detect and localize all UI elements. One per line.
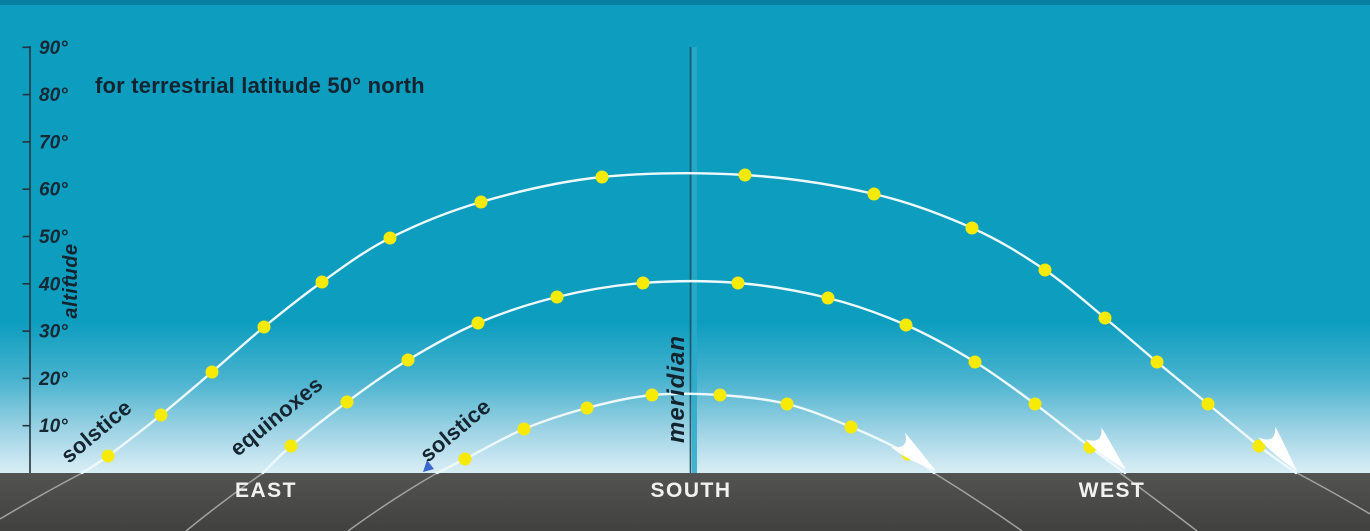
below-horizon-line-0 [0,472,83,520]
sun-dot-winter-solstice [844,420,858,434]
below-horizon-line-2 [347,472,438,531]
tick-label-30: 30° [39,322,68,343]
direction-label-east: EAST [235,479,297,502]
sun-dot-winter-solstice [780,397,794,411]
sun-dot-summer-solstice [101,449,115,463]
sun-dot-summer-solstice [738,168,752,182]
ground [0,473,1370,531]
sun-dot-summer-solstice [154,408,168,422]
sunset-arrow-0 [891,432,936,471]
sun-dot-equinoxes [401,353,415,367]
sun-dot-summer-solstice [1098,311,1112,325]
meridian-band [692,47,697,473]
tick-label-20: 20° [38,369,68,390]
sun-dot-summer-solstice [315,275,329,289]
sun-dot-equinoxes [471,316,485,330]
sun-dot-summer-solstice [383,231,397,245]
sun-dot-summer-solstice [205,365,219,379]
altitude-axis: 90° 80° 70° 60° 50° 40° 30° 20° 10° [22,38,68,473]
sun-dot-summer-solstice [1201,397,1215,411]
sun-dot-summer-solstice [257,320,271,334]
sunset-arrowheads [891,426,1297,471]
sun-dot-summer-solstice [965,221,979,235]
blue-arrow-marker [423,460,434,472]
sun-dot-equinoxes [821,291,835,305]
axis-label-altitude: altitude [60,243,82,318]
sun-dot-winter-solstice [517,422,531,436]
tick-label-10: 10° [39,416,68,437]
sun-dot-equinoxes [636,276,650,290]
below-horizon-line-4 [1119,472,1198,531]
sun-dot-winter-solstice [713,388,727,402]
sun-dot-winter-solstice [458,452,472,466]
below-horizon-lines [0,472,1370,531]
arc-winter-solstice [435,392,936,475]
sunset-arrow-1 [1085,427,1126,470]
sun-dot-equinoxes [899,318,913,332]
sun-dot-winter-solstice [645,388,659,402]
tick-label-50: 50° [39,227,68,248]
sun-dot-summer-solstice [474,195,488,209]
sun-dot-summer-solstice [867,187,881,201]
sun-dot-summer-solstice [1038,263,1052,277]
direction-label-west: WEST [1079,479,1146,502]
sun-dot-summer-solstice [1150,355,1164,369]
sun-dot-equinoxes [731,276,745,290]
sky-top-strip [0,0,1370,5]
sun-dot-summer-solstice [595,170,609,184]
sun-dot-summer-solstice [1252,439,1266,453]
sun-dot-equinoxes [340,395,354,409]
tick-label-70: 70° [39,132,68,153]
below-horizon-line-3 [933,472,1023,531]
meridian-label: meridian [663,335,690,443]
direction-label-south: SOUTH [651,479,732,502]
tick-label-90: 90° [39,38,68,59]
sun-dot-equinoxes [968,355,982,369]
axis-ticks: 90° 80° 70° 60° 50° 40° 30° 20° 10° [22,38,68,437]
arc-equinoxes [261,280,1127,475]
below-horizon-line-1 [185,472,264,531]
sun-dot-winter-solstice [580,401,594,415]
tick-label-80: 80° [39,85,68,106]
tick-label-40: 40° [38,274,68,295]
sun-dot-equinoxes [550,290,564,304]
tick-label-60: 60° [39,180,68,201]
diagram-title: for terrestrial latitude 50° north [95,73,425,98]
sun-dot-equinoxes [284,439,298,453]
sun-dot-equinoxes [1028,397,1042,411]
below-horizon-line-5 [1296,472,1370,515]
sunset-arrow-2 [1258,426,1297,471]
